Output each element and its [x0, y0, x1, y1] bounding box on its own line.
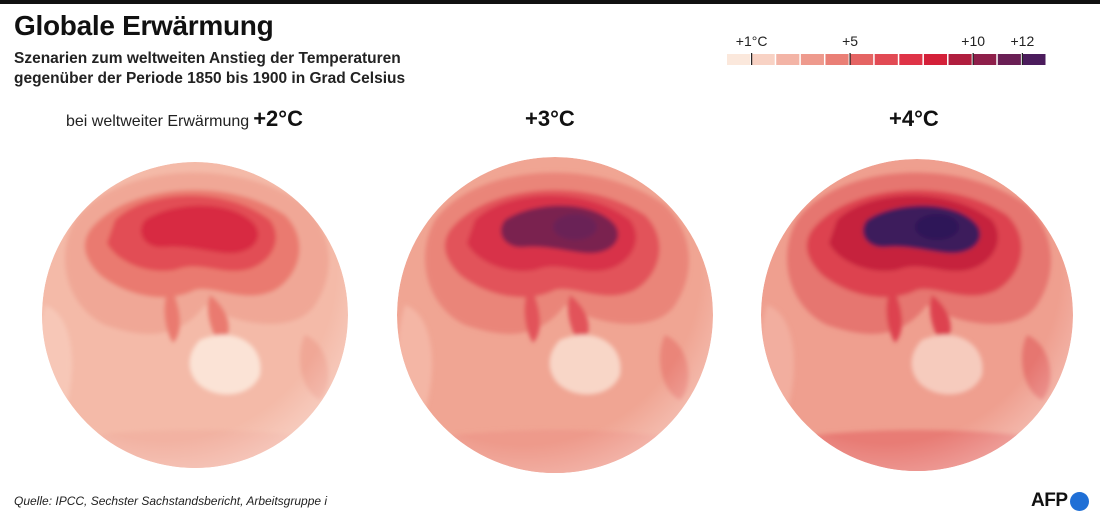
- top-rule: [0, 0, 1100, 4]
- afp-logo: AFP: [1031, 489, 1089, 513]
- legend-swatch: [850, 54, 874, 65]
- legend-swatch: [1022, 54, 1046, 65]
- legend-swatch: [727, 54, 751, 65]
- color-scale: +1°C +5 +10 +12: [727, 33, 1046, 65]
- globe-4c: [761, 159, 1073, 471]
- legend-swatch: [899, 54, 923, 65]
- afp-logo-dot: [1069, 491, 1089, 511]
- globe-shading: [397, 157, 713, 473]
- source-note: Quelle: IPCC, Sechster Sachstandsbericht…: [14, 494, 328, 508]
- legend-swatch: [973, 54, 997, 65]
- legend-swatch: [948, 54, 972, 65]
- globe-shading: [761, 159, 1073, 471]
- panel-label-2c: bei weltweiter Erwärmung +2°C: [66, 104, 303, 134]
- legend-tick-label: +1°C: [736, 33, 768, 49]
- globe-3c: [397, 157, 713, 473]
- legend-tick-label: +10: [961, 33, 985, 49]
- legend-swatch: [825, 54, 849, 65]
- page-subtitle: Szenarien zum weltweiten Anstieg der Tem…: [14, 49, 574, 89]
- page-title: Globale Erwärmung: [14, 10, 274, 41]
- panel-label-value: +3°C: [525, 106, 575, 131]
- legend-tick-label: +5: [842, 33, 858, 49]
- panel-label-value: +4°C: [889, 106, 939, 131]
- legend-tick-label: +12: [1011, 33, 1035, 49]
- legend-swatch: [923, 54, 948, 65]
- legend-swatch: [997, 54, 1021, 65]
- panel-label-3c: +3°C: [525, 104, 575, 134]
- legend-swatch: [800, 54, 824, 65]
- subtitle-line-2: gegenüber der Periode 1850 bis 1900 in G…: [14, 70, 406, 87]
- panel-label-4c: +4°C: [889, 104, 939, 134]
- panel-label-value: +2°C: [253, 106, 303, 131]
- afp-logo-text: AFP: [1031, 490, 1068, 511]
- legend-swatch: [776, 54, 800, 65]
- panel-label-prefix: bei weltweiter Erwärmung: [66, 113, 250, 130]
- color-scale-legend: +1°C +5 +10 +12: [727, 30, 1049, 70]
- legend-swatch: [874, 54, 898, 65]
- globe-shading: [42, 162, 348, 468]
- legend-swatch: [751, 54, 775, 65]
- globe-2c: [42, 162, 348, 468]
- subtitle-line-1: Szenarien zum weltweiten Anstieg der Tem…: [14, 50, 401, 67]
